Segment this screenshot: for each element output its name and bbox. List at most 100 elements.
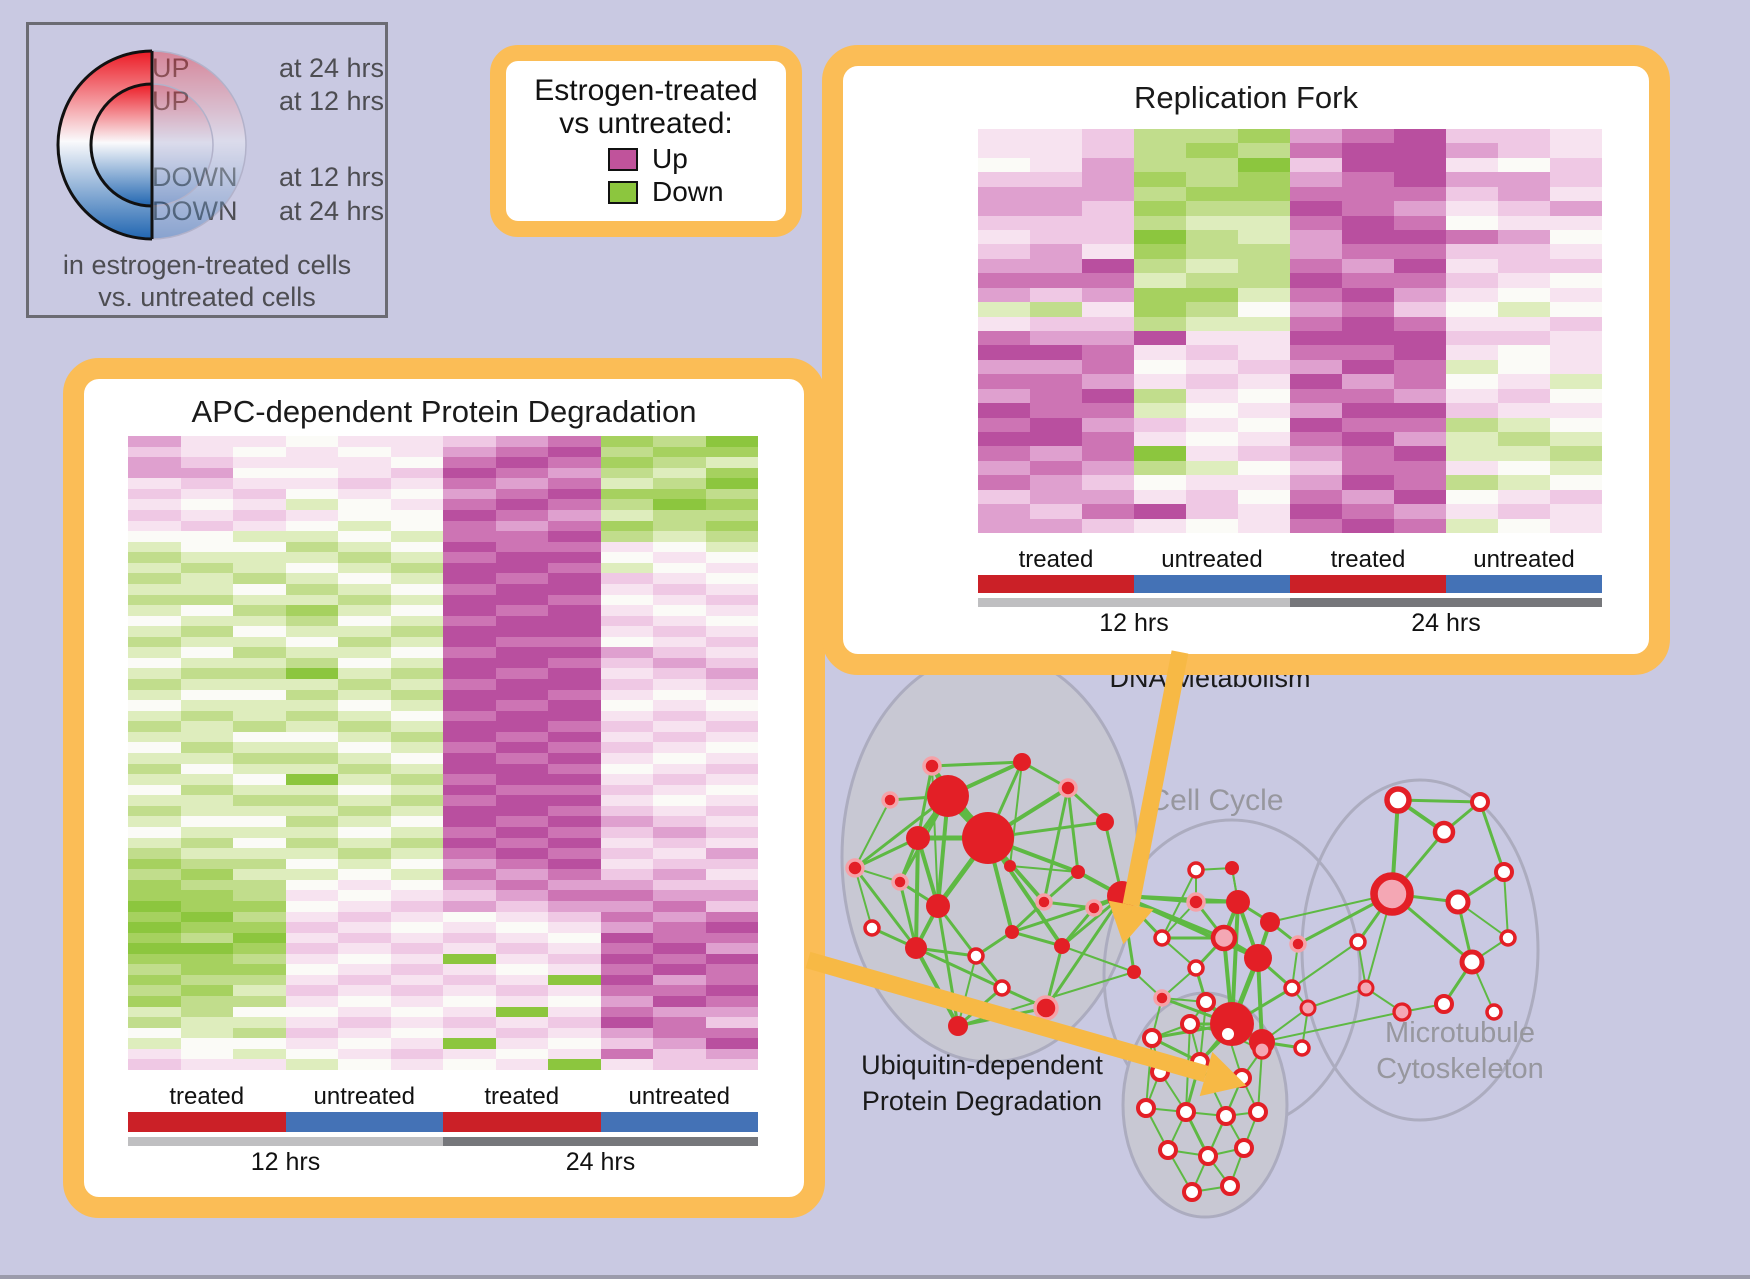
gene-node — [1293, 1039, 1311, 1057]
heatmap-cell — [1550, 345, 1602, 360]
heatmap-cell — [338, 531, 391, 542]
heatmap-cell — [233, 1028, 286, 1038]
heatmap-cell — [391, 753, 443, 764]
heatmap-cell — [601, 1017, 653, 1028]
heatmap-cell — [286, 869, 338, 880]
heatmap-cell — [128, 711, 181, 721]
heatmap-cell — [181, 859, 233, 869]
heatmap-cell — [1342, 345, 1394, 360]
heatmap-cell — [443, 521, 496, 531]
heatmap-cell — [1550, 519, 1602, 533]
heatmap-cell — [548, 795, 601, 806]
heatmap-cell — [286, 964, 338, 975]
gene-node — [1005, 925, 1019, 939]
heatmap-cell — [496, 478, 548, 489]
heatmap-cell — [443, 954, 496, 964]
heatmap-cell — [1498, 331, 1550, 345]
heatmap-cell — [1238, 259, 1290, 273]
heatmap-cell — [233, 880, 286, 890]
heatmap-cell — [181, 605, 233, 616]
heatmap-cell — [391, 679, 443, 690]
heatmap-cell — [1394, 461, 1446, 475]
heatmap-cell — [653, 912, 706, 922]
heatmap-cell — [233, 584, 286, 595]
heatmap-cell — [1498, 418, 1550, 432]
heatmap-cell — [338, 584, 391, 595]
heatmap-cell — [391, 806, 443, 816]
heatmap-cell — [1446, 129, 1498, 143]
heatmap-cell — [181, 584, 233, 595]
gene-node — [922, 756, 942, 776]
heatmap-cell — [1030, 490, 1082, 504]
heatmap-cell — [1394, 519, 1446, 533]
heatmap-cell — [443, 1017, 496, 1028]
heatmap-cell — [1550, 461, 1602, 475]
network-edge — [1256, 957, 1264, 1043]
heatmap-cell — [128, 816, 181, 827]
heatmap-cell — [548, 764, 601, 774]
heatmap-cell — [496, 668, 548, 679]
heatmap-cell — [443, 922, 496, 933]
heatmap-cell — [706, 732, 758, 742]
heatmap-cell — [1082, 143, 1134, 158]
heatmap-cell — [1290, 288, 1342, 302]
heatmap-cell — [443, 996, 496, 1007]
heatmap-cell — [706, 584, 758, 595]
heatmap-cell — [496, 753, 548, 764]
heatmap-cell — [391, 838, 443, 848]
heatmap-cell — [1550, 360, 1602, 374]
network-edge — [1011, 930, 1063, 948]
heatmap-cell — [1134, 345, 1186, 360]
network-edge — [853, 867, 918, 949]
network-edge — [1257, 1049, 1263, 1113]
heatmap-cell — [338, 605, 391, 616]
heatmap-cell — [338, 795, 391, 806]
heatmap-cell — [181, 616, 233, 626]
heatmap-cell — [1030, 317, 1082, 331]
heatmap-cell — [706, 1049, 758, 1059]
heatmap-cell — [1342, 360, 1394, 374]
heatmap-cell — [1342, 504, 1394, 519]
heatmap-cell — [653, 954, 706, 964]
heatmap-cell — [128, 489, 181, 499]
heatmap-cell — [233, 785, 286, 795]
heatmap-cell — [1238, 288, 1290, 302]
network-edge — [854, 867, 873, 929]
gene-node — [891, 873, 909, 891]
heatmap-cell — [443, 838, 496, 848]
heatmap-cell — [338, 1049, 391, 1059]
heatmap-cell — [128, 954, 181, 964]
heatmap-cell — [1082, 288, 1134, 302]
heatmap-cell — [286, 816, 338, 827]
heatmap-cell — [128, 859, 181, 869]
heatmap-cell — [548, 563, 601, 573]
gene-node — [1153, 929, 1171, 947]
heatmap-cell — [233, 700, 286, 711]
heatmap-cell — [443, 700, 496, 711]
heatmap-cell — [233, 838, 286, 848]
heatmap-cell — [1498, 490, 1550, 504]
heatmap-cell — [496, 742, 548, 753]
heatmap-cell — [1498, 317, 1550, 331]
heatmap-cell — [1394, 158, 1446, 172]
heatmap-cell — [1498, 403, 1550, 418]
heatmap-cell — [1082, 302, 1134, 317]
heatmap-cell — [706, 996, 758, 1007]
heatmap-cell — [1498, 216, 1550, 230]
heatmap-cell — [1446, 273, 1498, 288]
heatmap-cell — [601, 943, 653, 954]
heatmap-cell — [706, 838, 758, 848]
heatmap-cell — [601, 531, 653, 542]
gene-node — [926, 894, 950, 918]
heatmap-cell — [1186, 345, 1238, 360]
heatmap-cell — [286, 890, 338, 901]
network-edge — [1042, 787, 1070, 903]
heatmap-cell — [1290, 172, 1342, 187]
heatmap-cell — [1342, 418, 1394, 432]
heatmap-cell — [338, 943, 391, 954]
heatmap-cell — [181, 774, 233, 785]
heatmap-cell — [653, 605, 706, 616]
heatmap-cell — [181, 838, 233, 848]
heatmap-cell — [128, 626, 181, 637]
heatmap-cell — [1394, 302, 1446, 317]
